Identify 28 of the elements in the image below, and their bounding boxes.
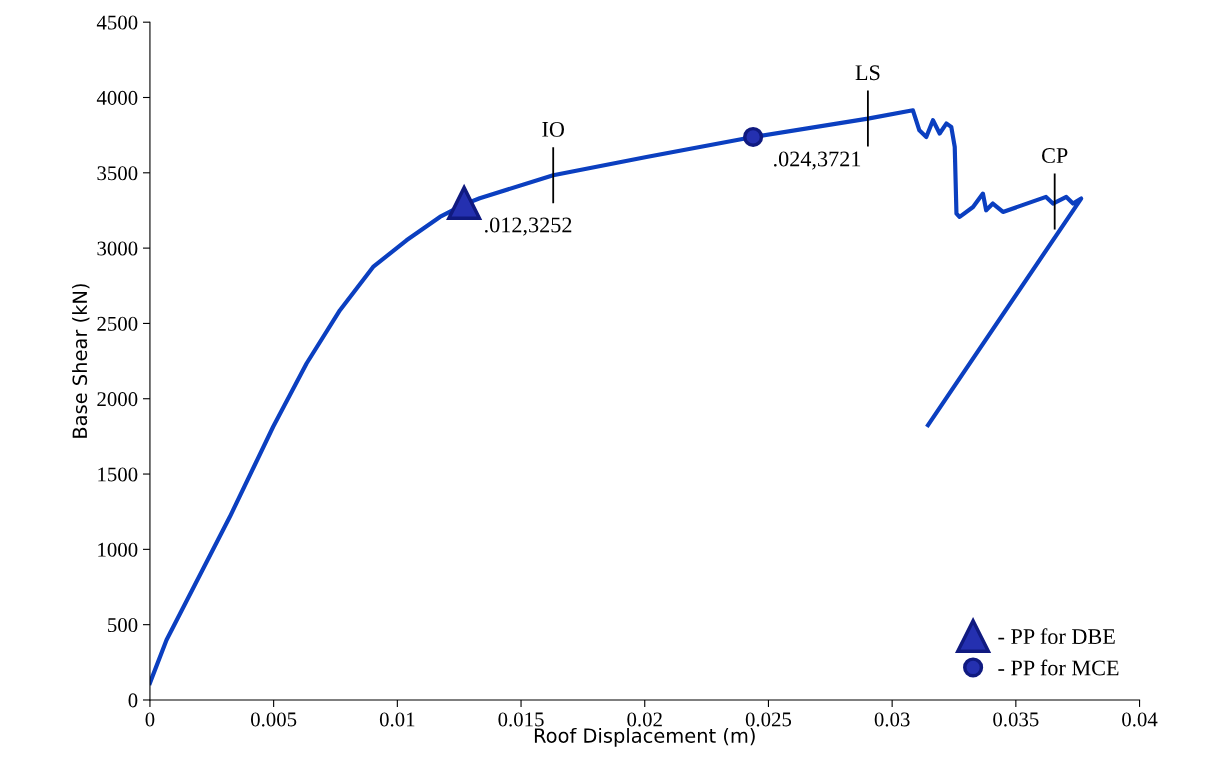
y-tick-label: 3000: [97, 241, 138, 256]
x-tick-label: 0.035: [993, 712, 1039, 727]
annotation: IO: [542, 121, 565, 137]
annotation: .024,3721: [774, 151, 861, 170]
y-tick-label: 0: [128, 693, 138, 708]
y-tick-label: 1000: [98, 542, 138, 557]
y-tick-label: 2500: [97, 316, 138, 331]
x-tick-label: 0.01: [379, 712, 415, 727]
y-tick-label: 3500: [97, 166, 138, 181]
y-tick-label: 1500: [98, 467, 138, 482]
x-tick-label: 0: [145, 712, 155, 727]
x-tick-label: 0.015: [498, 712, 544, 727]
x-axis-title: Roof Displacement (m): [534, 727, 755, 747]
x-tick-label: 0.02: [627, 712, 662, 727]
x-tick-label: 0.025: [745, 712, 792, 727]
legend-label: - PP for MCE: [998, 659, 1119, 676]
annotation: LS: [855, 65, 880, 81]
y-tick-label: 4000: [96, 90, 138, 105]
x-tick-label: 0.005: [251, 712, 297, 727]
y-tick-label: 4500: [96, 15, 138, 30]
y-tick-label: 500: [108, 618, 138, 633]
legend-label: - PP for DBE: [998, 628, 1115, 645]
x-tick-label: 0.03: [874, 712, 910, 727]
y-tick-label: 2000: [97, 392, 138, 407]
x-tick-label: 0.04: [1122, 712, 1158, 727]
annotation: .012,3252: [485, 217, 572, 236]
y-axis-title: Base Shear (kN): [72, 284, 90, 438]
annotation: CP: [1042, 148, 1068, 164]
